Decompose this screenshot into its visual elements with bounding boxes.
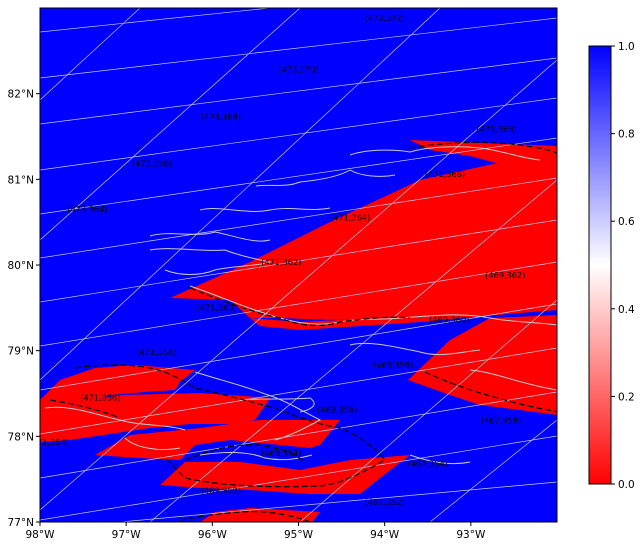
latitude-ticks: 77°N 78°N 79°N 80°N 81°N 82°N [8,89,40,529]
region-boundaries [49,141,557,522]
colorbar-ticks: 0.0 0.2 0.4 0.6 0.8 1.0 [611,41,635,491]
tile-label: (471,356) [80,392,120,402]
lon-tick-label: 95°W [284,529,314,541]
colorbar: 0.0 0.2 0.4 0.6 0.8 1.0 [588,41,635,491]
boundary-line [409,141,557,154]
tile-label: (469,358) [373,360,413,370]
coastline [409,454,471,465]
lat-tick-label: 81°N [8,174,34,186]
coastline [255,169,396,187]
tile-label: (471,366) [425,169,465,179]
boundary-line [184,444,306,463]
colorbar-gradient [588,45,612,485]
map-axes: (473,372) (473,370) (473,368) (473,366) (473… [28,8,557,522]
lat-tick-label: 78°N [8,431,34,443]
tile-label: (471,364) [330,212,370,222]
lon-tick-label: 93°W [456,529,486,541]
lon-tick-label: 98°W [26,529,56,541]
tile-label: (467,358) [481,415,521,425]
coastline [189,285,401,325]
coastline [349,342,481,356]
colorbar-tick-label: 1.0 [618,41,635,53]
boundary-line [49,399,121,419]
coastline [349,146,541,161]
coastline [469,369,557,391]
raster-tile [40,365,195,410]
tile-label: (471,358) [136,347,176,357]
longitude-ticks: 98°W 97°W 96°W 95°W 94°W 93°W [26,522,486,541]
colorbar-tick-label: 0.6 [618,216,635,228]
lat-tick-label: 77°N [8,517,34,529]
coastline [239,397,315,413]
tile-label: (471,368) [477,124,517,134]
tile-label: (467,352) [365,497,405,507]
boundary-line [189,287,411,327]
lon-tick-label: 96°W [198,529,228,541]
lon-tick-label: 97°W [112,529,142,541]
coastline [199,207,331,212]
tile-label: (473,366) [132,158,172,168]
tile-label: (469,362) [485,270,525,280]
boundary-line [179,510,311,522]
lon-tick-label: 94°W [370,529,400,541]
tile-label: (471,360) [197,302,237,312]
coastline [124,437,181,451]
colorbar-tick-label: 0.0 [618,479,635,491]
colorbar-tick-label: 0.2 [618,391,635,403]
boundary-line [424,371,557,413]
coastline [194,371,322,441]
lat-tick-label: 80°N [8,260,34,272]
tile-label: (471,362) [261,257,301,267]
boundary-line [74,364,386,488]
colorbar-tick-label: 0.8 [618,129,635,141]
raster-tile [410,140,557,172]
lat-tick-label: 79°N [8,346,34,358]
tile-label: (473,364) [67,204,107,214]
raster-tile [408,315,557,415]
tile-labels: (473,372) (473,370) (473,368) (473,366) (473… [28,13,525,507]
colorbar-tick-label: 0.4 [618,304,635,316]
coastline [149,248,272,275]
raster-tile [200,508,320,522]
tile-label: (469,360) [429,314,469,324]
raster-tile [95,420,340,460]
tile-label: (471,354) [28,437,68,447]
tile-label: (469,352) [201,486,241,496]
tile-label: (473,368) [201,111,241,121]
graticule [40,8,557,522]
tile-label: (467,354) [408,458,448,468]
raster-tile [250,316,460,330]
coastlines [44,146,557,465]
lat-tick-label: 82°N [8,89,34,101]
coastline [44,406,186,431]
tile-label: (469,354) [261,448,301,458]
tile-label: (473,372) [365,13,405,23]
coastline [149,231,271,242]
tile-label: (473,370) [278,64,318,74]
coastline [399,314,557,326]
tile-label: (469,356) [317,404,357,414]
